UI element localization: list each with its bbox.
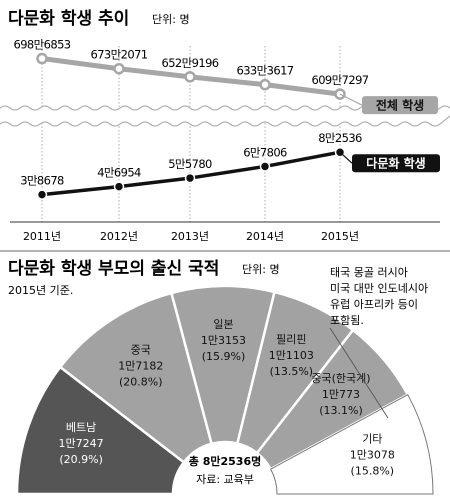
slice-3-percent_label: (13.5%) (270, 365, 314, 378)
series-1-label-0: 3만8678 (20, 174, 64, 188)
slice-0-percent_label: (20.9%) (59, 453, 103, 466)
series-1-point-0 (36, 189, 48, 200)
slice-2-name: 일본 (213, 317, 233, 331)
note-line-0: 태국 몽골 러시아 (330, 266, 408, 279)
slice-5-percent_label: (15.8%) (351, 465, 395, 478)
slice-0-value_label: 1만7247 (59, 437, 104, 450)
series-1-point-1 (113, 181, 125, 192)
x-tick-label-3: 2014년 (246, 230, 284, 243)
slice-1-name: 중국 (131, 343, 151, 356)
slice-5-value_label: 1만3078 (350, 449, 395, 462)
slice-2-percent_label: (15.9%) (202, 350, 246, 363)
source-label: 자료: 교육부 (196, 473, 254, 486)
series-0-label-2: 652만9196 (162, 56, 219, 70)
slice-0 (15, 365, 186, 496)
x-tick-label-1: 2012년 (100, 230, 138, 243)
note-line-1: 미국 대만 인도네시아 (330, 282, 428, 295)
line-chart-unit: 단위: 명 (152, 13, 190, 26)
note-leader (329, 327, 389, 419)
series-1-pill-leader (339, 151, 353, 164)
series-1-label-3: 6만7806 (243, 145, 287, 159)
series-0-label-3: 633만3617 (237, 64, 294, 78)
series-1-name: 다문화 학생 (366, 156, 425, 171)
series-0-point-1 (113, 62, 125, 75)
series-1-point-3 (259, 161, 271, 172)
series-1-point-2 (184, 172, 196, 184)
series-0-point-2 (184, 71, 196, 83)
series-1-label-1: 4만6954 (97, 166, 141, 180)
series-0-label-1: 673만2071 (91, 48, 148, 62)
total-label: 총 8만2536명 (189, 454, 261, 468)
x-tick-label-0: 2011년 (23, 230, 61, 243)
pie-chart-title: 다문화 학생 부모의 출신 국적 (8, 259, 219, 279)
series-0-label-0: 698만6853 (14, 38, 71, 52)
half-donut-chart: 다문화 학생 부모의 출신 국적 단위: 명 2015년 기준. 베트남 1만7247 (… (0, 250, 450, 496)
axis-break-band (0, 105, 450, 127)
slice-5-name: 기타 (362, 433, 382, 446)
x-tick-label-2: 2013년 (171, 230, 209, 243)
slice-2-value_label: 1만3153 (201, 334, 246, 347)
line-chart-title: 다문화 학생 추이 (8, 9, 129, 29)
slice-0-name: 베트남 (66, 421, 96, 434)
series-0-pill-leader (339, 93, 363, 106)
note-line-3: 포함됨. (330, 314, 364, 327)
series-0-label-4: 609만7297 (312, 73, 369, 87)
line-chart: 다문화 학생 추이 단위: 명 698만6853 673만2071 652만9196 63… (0, 9, 450, 243)
pie-chart-subtitle: 2015년 기준. (8, 284, 73, 297)
slice-4-percent_label: (13.1%) (319, 404, 363, 417)
slice-5-outline (270, 394, 434, 495)
series-0-point-3 (259, 78, 271, 91)
slice-1-percent_label: (20.8%) (119, 375, 163, 388)
slice-3-value_label: 1만1103 (269, 349, 314, 362)
series-0-pill (362, 96, 438, 115)
series-1-pill (352, 154, 440, 173)
slice-4-name: 중국(한국계) (311, 372, 370, 385)
series-1-label-4: 8만2536 (318, 131, 362, 145)
x-tick-label-4: 2015년 (321, 230, 359, 243)
slice-1-value_label: 1만7182 (118, 359, 163, 372)
slice-1 (58, 291, 214, 465)
slice-4-value_label: 1만773 (322, 388, 360, 401)
note-line-2: 유럽 아프리카 등이 (330, 297, 418, 311)
series-0-name: 전체 학생 (376, 98, 424, 113)
slice-3-name: 필리핀 (276, 333, 306, 346)
pie-chart-unit: 단위: 명 (242, 263, 280, 276)
series-0-point-0 (36, 52, 48, 65)
series-1-label-2: 5만5780 (168, 157, 212, 171)
